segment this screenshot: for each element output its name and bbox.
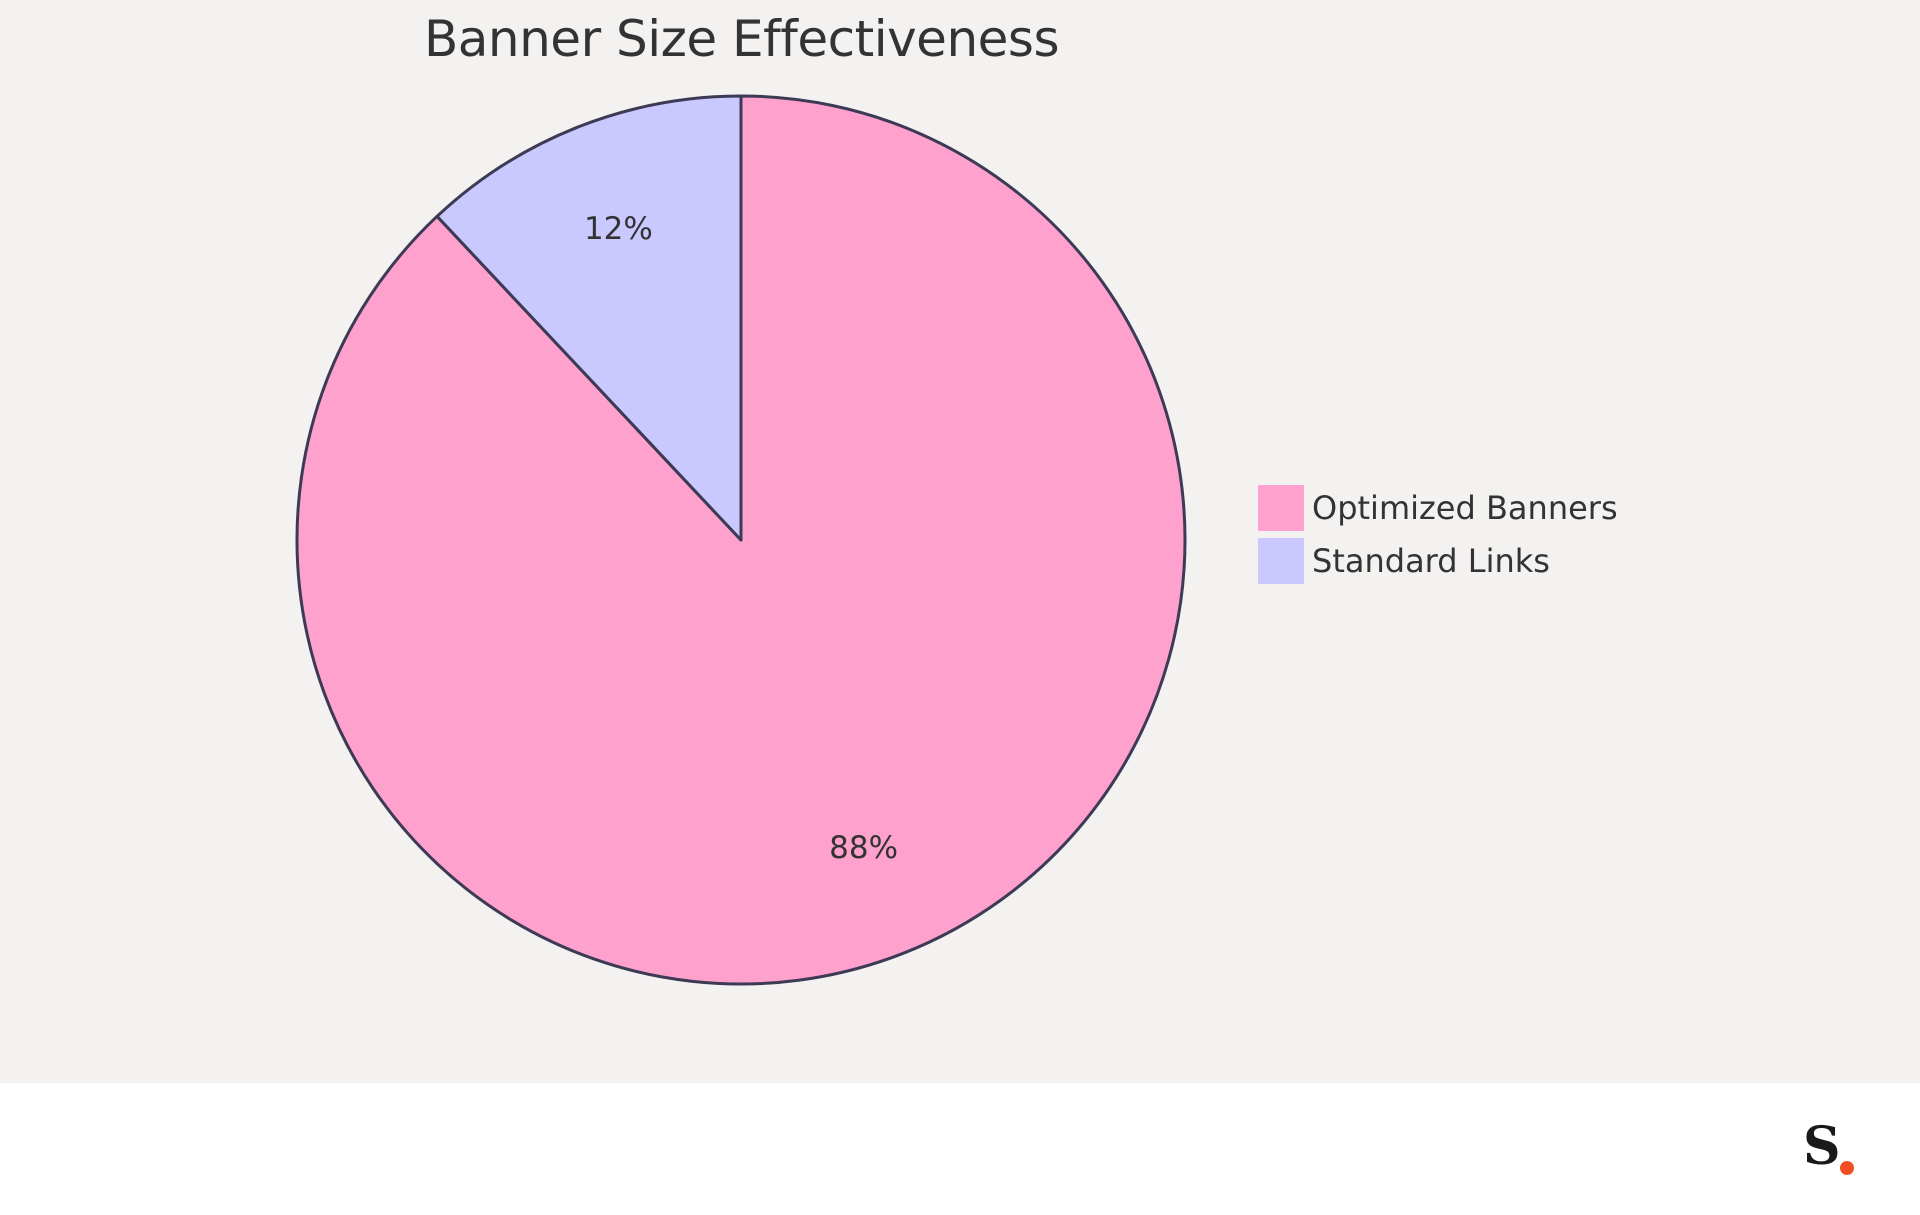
- pie-slice-standard-links: [435, 94, 743, 542]
- brand-logo-dot: [1840, 1161, 1854, 1175]
- legend-swatch: [1258, 485, 1304, 531]
- pie-chart: 88% 12%: [295, 94, 1187, 986]
- legend-item-optimized-banners: Optimized Banners: [1258, 485, 1618, 531]
- legend-swatch: [1258, 538, 1304, 584]
- legend-item-standard-links: Standard Links: [1258, 538, 1618, 584]
- pie-label-optimized-banners: 88%: [829, 830, 898, 866]
- chart-title: Banner Size Effectiveness: [423, 10, 1060, 68]
- pie-label-standard-links: 12%: [584, 211, 653, 247]
- chart-area: Banner Size Effectiveness 88% 12% Optimiz…: [0, 0, 1920, 1083]
- legend-label: Optimized Banners: [1312, 489, 1618, 527]
- brand-logo: S: [1803, 1117, 1863, 1177]
- brand-logo-letter: S: [1803, 1116, 1841, 1177]
- legend-label: Standard Links: [1312, 542, 1550, 580]
- footer: [0, 1083, 1920, 1215]
- legend: Optimized Banners Standard Links: [1258, 485, 1618, 591]
